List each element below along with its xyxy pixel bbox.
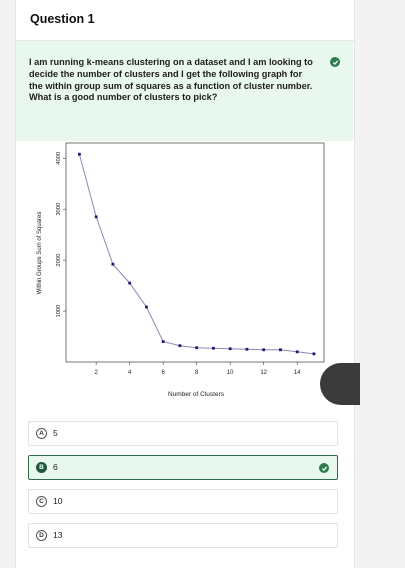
- y-tick-label-3: 4000: [56, 152, 62, 165]
- option-a[interactable]: A 5: [28, 421, 338, 446]
- x-axis-label: Number of Clusters: [168, 391, 225, 398]
- data-point-13: [279, 348, 282, 352]
- data-point-15: [312, 352, 316, 356]
- x-tick-label-4: 10: [227, 370, 234, 376]
- y-tick-label-0: 1000: [56, 305, 62, 318]
- series-line: [78, 154, 314, 355]
- wss-chart-svg: 1000 2000 3000 4000 2 4 6 8 10 12 14 Number of Cl…: [37, 142, 325, 398]
- option-d-badge: D: [36, 530, 47, 541]
- wss-chart: 1000 2000 3000 4000 2 4 6 8 10 12 14 Number of Cl…: [28, 138, 328, 403]
- question-title: Question 1: [30, 12, 95, 26]
- floating-side-button[interactable]: [320, 363, 360, 405]
- y-tick-label-1: 2000: [56, 254, 62, 267]
- option-c[interactable]: C 10: [28, 489, 338, 514]
- question-text: I am running k-means clustering on a dat…: [29, 57, 313, 103]
- x-tick-label-5: 12: [260, 370, 267, 376]
- plot-frame: [65, 142, 325, 363]
- data-point-5: [145, 305, 148, 309]
- option-d-text: 13: [53, 530, 63, 540]
- title-divider: [15, 40, 354, 41]
- data-point-14: [295, 350, 299, 354]
- data-point-10: [228, 347, 232, 351]
- option-a-text: 5: [53, 428, 58, 438]
- data-point-6: [161, 340, 165, 344]
- option-b-badge: B: [36, 462, 47, 473]
- data-point-7: [178, 344, 182, 348]
- data-point-9: [212, 346, 215, 350]
- data-point-12: [262, 348, 266, 352]
- data-point-2: [94, 215, 98, 219]
- x-tick-label-3: 8: [195, 370, 199, 376]
- option-c-badge: C: [36, 496, 47, 507]
- data-point-3: [111, 262, 115, 266]
- question-correct-highlight: [16, 41, 353, 141]
- question-correct-check-icon: [330, 57, 340, 67]
- option-b-text: 6: [53, 462, 58, 472]
- option-b[interactable]: B 6: [28, 455, 338, 480]
- data-point-8: [195, 346, 199, 350]
- option-b-check-icon: [319, 463, 329, 473]
- data-point-4: [128, 281, 132, 285]
- x-tick-label-2: 6: [161, 370, 165, 376]
- x-tick-label-1: 4: [128, 370, 132, 376]
- option-d[interactable]: D 13: [28, 523, 338, 548]
- y-tick-label-2: 3000: [56, 203, 62, 216]
- data-point-11: [245, 347, 249, 351]
- option-a-badge: A: [36, 428, 47, 439]
- data-point-1: [78, 152, 81, 156]
- x-tick-label-6: 14: [294, 370, 301, 376]
- option-c-text: 10: [53, 496, 63, 506]
- y-axis-label: Within Groups Sum of Squares: [37, 212, 43, 295]
- x-tick-label-0: 2: [94, 370, 98, 376]
